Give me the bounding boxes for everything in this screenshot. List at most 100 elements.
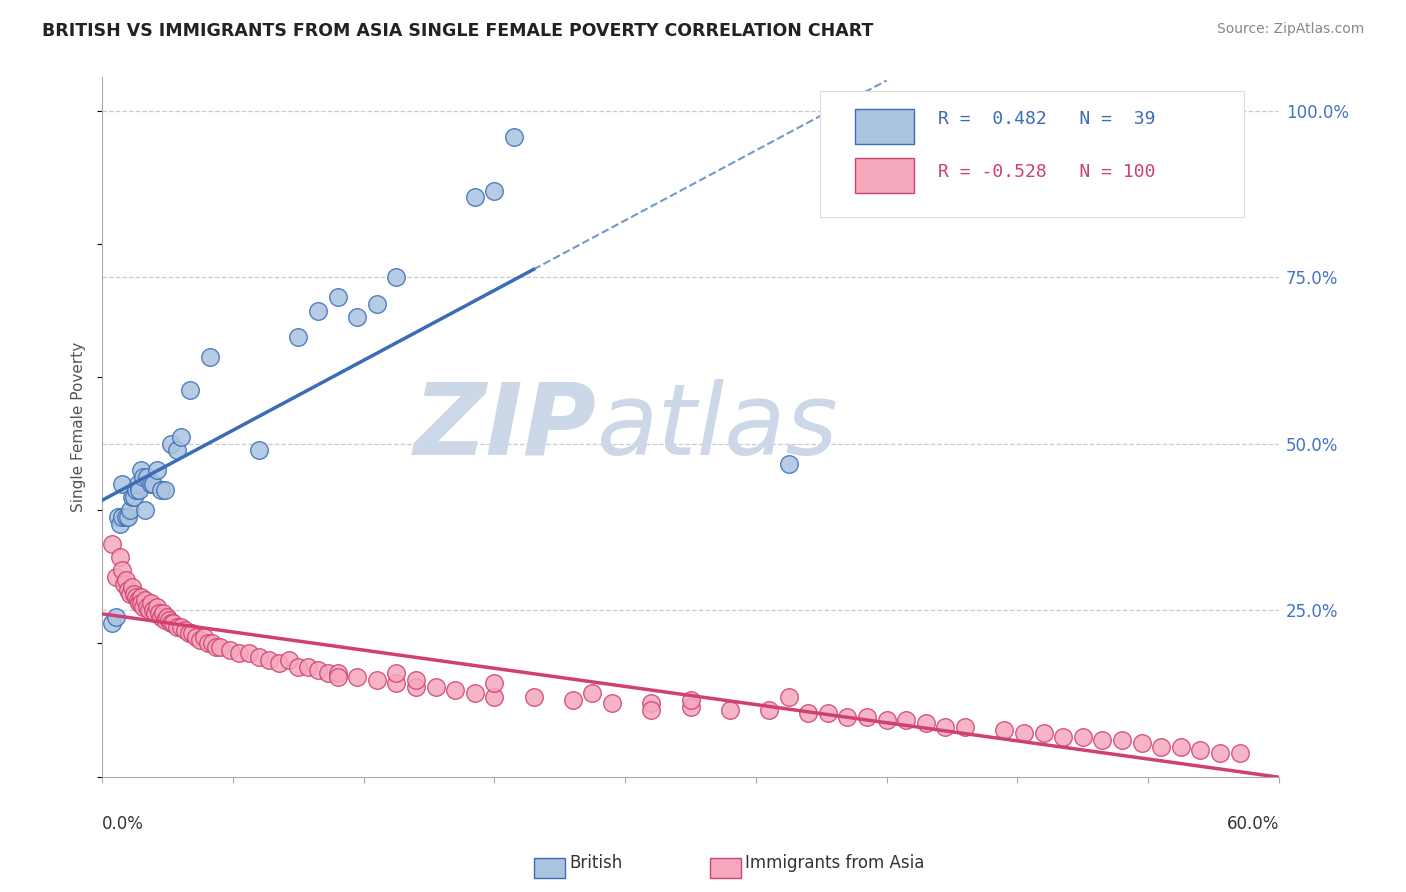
Point [111,510,134,524]
Point [425,680,447,694]
Point [111,563,134,577]
Point [142,476,165,491]
Point [134,503,156,517]
Point [257,653,280,667]
Point [228,647,250,661]
Point [124,483,146,498]
Point [141,597,163,611]
Point [124,590,146,604]
Point [160,436,183,450]
Point [934,720,956,734]
Point [307,663,329,677]
Text: Source: ZipAtlas.com: Source: ZipAtlas.com [1216,22,1364,37]
Point [1052,730,1074,744]
Point [238,647,260,661]
Point [287,330,309,344]
Point [193,630,215,644]
Point [188,633,211,648]
Point [121,580,143,594]
Text: 0.0%: 0.0% [103,815,143,833]
Point [134,593,156,607]
Point [169,430,191,444]
Point [1012,726,1035,740]
Point [837,709,859,723]
Point [640,697,662,711]
Point [561,693,583,707]
Point [797,706,820,721]
Point [179,384,201,398]
Point [117,510,139,524]
Point [156,609,179,624]
Point [679,699,702,714]
Point [117,583,139,598]
Point [108,516,131,531]
Point [162,616,184,631]
Point [640,703,662,717]
Point [1189,743,1212,757]
Point [1111,733,1133,747]
Point [205,640,228,654]
Point [1209,747,1232,761]
Point [915,716,938,731]
Point [247,443,270,458]
Point [218,643,240,657]
Point [896,713,918,727]
Y-axis label: Single Female Poverty: Single Female Poverty [72,342,86,512]
Point [778,457,800,471]
Point [405,680,427,694]
Bar [855,158,914,193]
Point [138,603,160,617]
Point [114,510,136,524]
Point [136,599,159,614]
Point [166,443,188,458]
Point [817,706,839,721]
Point [128,597,150,611]
Point [346,310,368,325]
Point [277,653,299,667]
Point [186,630,208,644]
Point [484,676,506,690]
Text: ZIP: ZIP [413,378,596,475]
Text: R =  0.482   N =  39: R = 0.482 N = 39 [938,111,1156,128]
Point [366,673,388,687]
Text: 60.0%: 60.0% [1226,815,1279,833]
Point [484,184,506,198]
Point [118,586,141,600]
Point [148,607,170,621]
Point [876,713,898,727]
Point [104,609,127,624]
Point [141,476,163,491]
Point [581,686,603,700]
Point [953,720,976,734]
Point [1091,733,1114,747]
Point [142,603,165,617]
Point [132,470,155,484]
Point [118,503,141,517]
Text: atlas: atlas [596,378,838,475]
Point [600,697,623,711]
Point [346,670,368,684]
Point [143,607,166,621]
Point [136,470,159,484]
Bar [855,109,914,144]
Point [464,190,486,204]
Point [1032,726,1054,740]
Point [122,586,145,600]
Point [146,463,169,477]
Point [307,303,329,318]
Point [1150,739,1173,754]
Point [166,620,188,634]
Point [208,640,231,654]
Point [297,659,319,673]
Point [177,626,200,640]
Point [326,290,349,304]
Point [366,297,388,311]
Point [484,690,506,704]
Point [198,350,221,364]
Point [112,576,135,591]
Point [150,609,173,624]
Point [121,490,143,504]
Point [326,670,349,684]
Point [385,270,408,285]
Point [197,636,219,650]
